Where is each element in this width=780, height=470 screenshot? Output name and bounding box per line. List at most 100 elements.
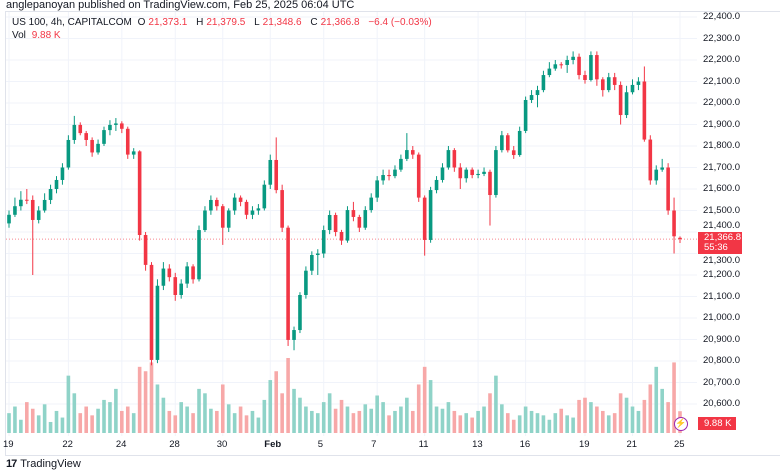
volume-bars — [7, 358, 682, 433]
candle-body — [559, 64, 564, 66]
price-tick-label: 21,500.0 — [703, 204, 740, 216]
candle-body — [345, 210, 350, 241]
legend-close: C 21,366.8 — [310, 17, 360, 28]
candle-body — [7, 214, 11, 224]
price-tick-label: 22,100.0 — [703, 75, 740, 87]
candle-body — [672, 210, 676, 237]
volume-bar — [42, 404, 47, 433]
candle-body — [125, 128, 130, 155]
volume-bar — [215, 410, 219, 433]
price-tick-label: 21,900.0 — [703, 118, 740, 130]
candle-body — [203, 210, 207, 231]
candle-body — [19, 199, 23, 207]
legend-open: O 21,373.1 — [137, 17, 188, 28]
time-tick-label: 13 — [472, 439, 483, 450]
candle-body — [48, 189, 53, 200]
volume-bar — [488, 393, 492, 433]
volume-bar — [345, 406, 350, 433]
candle-body — [292, 330, 296, 340]
candle-body — [304, 270, 308, 295]
candle-body — [654, 169, 659, 181]
candle-body — [577, 56, 581, 76]
candle-body — [583, 75, 587, 80]
volume-bar — [470, 417, 474, 433]
volume-bar — [232, 413, 237, 433]
volume-bar — [535, 413, 540, 433]
volume-bar — [161, 397, 166, 433]
candle-body — [618, 84, 623, 116]
volume-bar — [102, 399, 106, 433]
candles — [7, 51, 682, 366]
candle-body — [209, 199, 213, 211]
candle-body — [381, 175, 385, 181]
candle-body — [648, 139, 653, 181]
candle-body — [547, 68, 552, 76]
volume-bar — [256, 417, 261, 433]
volume-bar — [393, 410, 397, 433]
candle-body — [500, 135, 504, 151]
candle-body — [470, 169, 474, 176]
price-tick-label: 20,700.0 — [703, 376, 740, 388]
volume-bar — [381, 402, 385, 433]
legend-vol-value: 9.88 K — [31, 30, 61, 41]
candle-body — [256, 208, 261, 211]
volume-bar — [244, 415, 249, 433]
candle-body — [274, 159, 279, 191]
time-tick-label: 28 — [169, 439, 180, 450]
volume-bar — [304, 406, 308, 433]
candle-body — [102, 130, 106, 144]
candle-body — [54, 179, 59, 189]
legend-change: −6.4 (−0.03%) — [368, 17, 432, 28]
volume-bar — [7, 413, 11, 433]
volume-bar — [315, 413, 320, 433]
tradingview-brand: TradingView — [20, 458, 81, 470]
candle-body — [197, 230, 201, 280]
candle-body — [78, 124, 83, 134]
tradingview-logo[interactable]: 17 TradingView — [6, 458, 81, 470]
candle-body — [238, 197, 243, 202]
volume-bar — [167, 410, 172, 433]
volume-bar — [19, 419, 23, 433]
candle-body — [250, 210, 255, 215]
volume-bar — [375, 395, 379, 433]
candle-body — [262, 184, 267, 209]
time-tick-label: 21 — [626, 439, 638, 450]
candle-body — [191, 266, 195, 280]
candle-body — [666, 167, 670, 211]
candle-body — [60, 167, 65, 180]
candle-body — [595, 55, 599, 80]
volume-bar — [541, 415, 546, 433]
candle-body — [494, 150, 498, 196]
volume-bar — [624, 397, 629, 433]
candle-body — [446, 150, 451, 168]
candle-body — [244, 201, 249, 215]
volume-bar — [612, 413, 617, 433]
volume-bar — [476, 410, 480, 433]
volume-bar — [630, 406, 635, 433]
candle-body — [155, 285, 160, 360]
time-tick-label: 22 — [62, 439, 73, 450]
volume-bar — [434, 406, 439, 433]
candle-body — [13, 206, 17, 215]
volume-bar — [636, 410, 641, 433]
volume-bar — [191, 413, 195, 433]
volume-bar — [595, 406, 599, 433]
candle-body — [280, 190, 284, 228]
volume-bar — [654, 366, 659, 433]
volume-bar — [559, 408, 564, 433]
volume-bar — [339, 399, 344, 433]
candle-body — [108, 124, 112, 131]
candle-body — [529, 95, 534, 100]
candle-body — [42, 199, 47, 211]
candle-body — [96, 143, 100, 153]
volume-bar — [642, 399, 647, 433]
volume-bar — [511, 419, 516, 433]
price-tick-label: 22,300.0 — [703, 32, 740, 44]
lightning-icon[interactable]: ⚡ — [674, 417, 688, 431]
time-tick-label: 5 — [317, 439, 323, 450]
candle-body — [131, 151, 136, 155]
volume-bar — [25, 402, 29, 433]
candle-body — [565, 60, 569, 65]
price-tick-label: 21,300.0 — [703, 255, 740, 266]
